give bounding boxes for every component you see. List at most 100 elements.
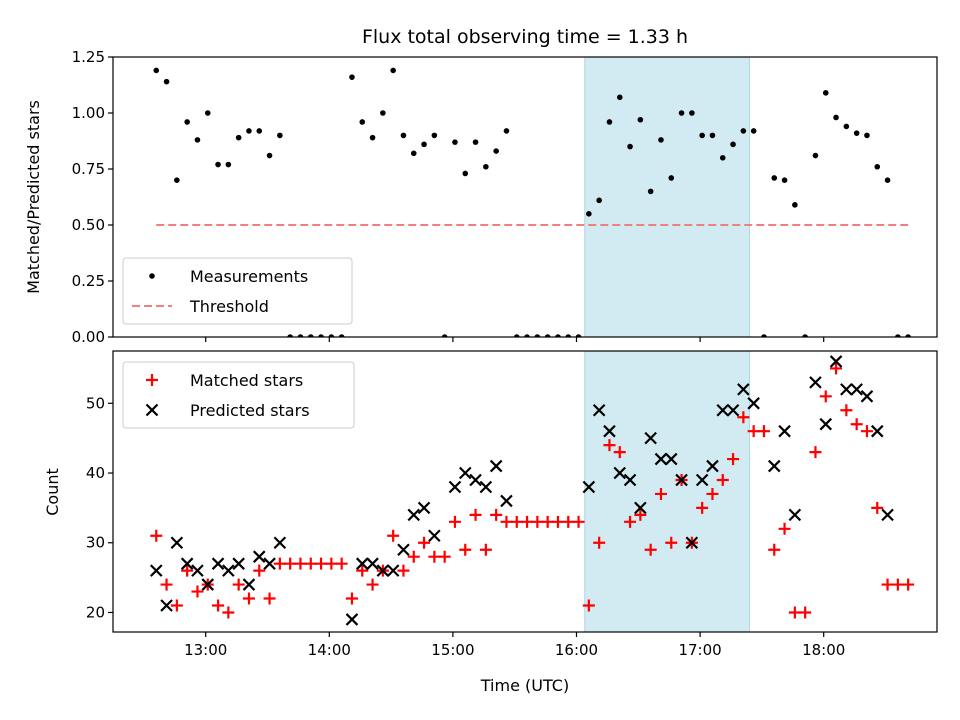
matched-stars-point (469, 508, 482, 521)
measurements-point (297, 334, 304, 337)
measurements-point (349, 74, 355, 80)
measurements-point (853, 130, 860, 136)
bottom-panel: 20 30 40 50 13:00 14:00 15:00 16:00 17:00 18:00 Co… (43, 350, 938, 659)
measurements-point (225, 161, 232, 168)
predicted-stars-point (592, 403, 606, 417)
y-tick-label: 0.50 (72, 216, 105, 234)
measurements-point (359, 119, 366, 125)
matched-stars-point (819, 390, 832, 403)
legend-label: Matched stars (190, 371, 303, 390)
predicted-stars-point (634, 501, 647, 515)
measurements-point (400, 132, 407, 139)
predicted-stars-point (664, 452, 678, 466)
predicted-stars-point (706, 459, 719, 473)
measurements-point (338, 334, 345, 337)
matched-stars-point (562, 515, 575, 528)
predicted-stars-point (829, 355, 843, 368)
measurements-point (771, 175, 778, 181)
axes-frame (112, 56, 938, 338)
measurements-point (895, 334, 901, 337)
predicted-stars-point (222, 564, 235, 577)
measurements-point (596, 197, 602, 204)
matched-stars-point (284, 557, 297, 570)
y-axis-title-bottom: Count (43, 468, 62, 516)
measurements-point (266, 152, 273, 159)
measurements-point (709, 132, 716, 139)
matched-stars-point (500, 515, 513, 528)
measurements-point (781, 177, 788, 183)
legend: Measurements Threshold (122, 257, 353, 325)
legend-label: Predicted stars (190, 401, 310, 420)
predicted-stars-point (737, 383, 750, 396)
measurements-point (421, 141, 427, 148)
matched-stars-point (860, 425, 873, 438)
matched-stars-point (325, 557, 338, 570)
predicted-stars-point (675, 473, 688, 487)
measurements-point (235, 134, 242, 141)
predicted-stars-point (623, 473, 637, 487)
measurements-point (668, 175, 675, 181)
predicted-stars-point (417, 501, 431, 515)
legend-label: Measurements (190, 267, 308, 286)
matched-stars-point (716, 473, 729, 486)
matched-stars-point (809, 446, 822, 459)
measurements-point (524, 334, 530, 337)
predicted-stars-point (778, 424, 791, 438)
measurements-point (575, 334, 582, 337)
measurements-point (534, 334, 541, 337)
matched-stars-point (634, 508, 647, 521)
measurements-point (616, 94, 623, 101)
matched-stars-point (253, 564, 266, 577)
matched-stars-point (778, 522, 791, 535)
matched-stars-point (448, 515, 461, 528)
predicted-stars-point (149, 564, 163, 577)
measurements-point (204, 110, 211, 116)
measurements-point (658, 137, 664, 143)
predicted-stars-point (788, 508, 802, 522)
predicted-stars-point (850, 383, 863, 396)
matched-stars-point (902, 578, 915, 591)
matched-stars-point (871, 501, 884, 514)
predicted-stars-point (716, 403, 730, 417)
measurements-point (740, 128, 747, 134)
y-tick-label: 50 (86, 394, 105, 412)
predicted-stars-point (160, 599, 173, 612)
measurements-point (153, 67, 160, 74)
predicted-stars-point (767, 459, 781, 473)
matched-stars-point (490, 508, 503, 521)
predicted-stars-point (613, 466, 627, 480)
y-tick-label: 40 (86, 464, 105, 482)
legend-box (122, 361, 355, 429)
matched-stars-point (665, 536, 678, 549)
measurements-point (586, 211, 592, 217)
measurements-point (287, 334, 293, 337)
matched-stars-point (397, 564, 410, 577)
matched-stars-point (799, 606, 812, 619)
predicted-stars-point (469, 473, 482, 487)
matched-stars-point (387, 529, 400, 542)
matched-stars-point (510, 515, 523, 528)
matched-stars-point (356, 564, 369, 577)
measurements-point (606, 119, 613, 125)
predicted-stars-point (263, 557, 276, 570)
y-tick-label: 0.00 (72, 328, 105, 346)
predicted-stars-point (232, 557, 245, 570)
measurements-point (452, 139, 458, 145)
matched-stars-point (212, 599, 225, 612)
predicted-stars-point (397, 543, 410, 556)
measurements-point (637, 116, 644, 123)
matched-stars-point (150, 529, 163, 542)
matched-stars-point (747, 425, 760, 438)
measurements-point (689, 110, 695, 116)
measurements-point (483, 163, 489, 170)
measurements-point (884, 177, 891, 183)
matched-stars-point (706, 487, 719, 500)
matched-stars-point (593, 536, 606, 549)
measurements-point (627, 143, 633, 150)
predicted-stars-point (376, 564, 390, 577)
x-tick-label: 16:00 (555, 641, 598, 659)
measurements-point (246, 128, 252, 134)
predicted-stars-point (211, 557, 225, 570)
measurements-point (184, 119, 190, 125)
